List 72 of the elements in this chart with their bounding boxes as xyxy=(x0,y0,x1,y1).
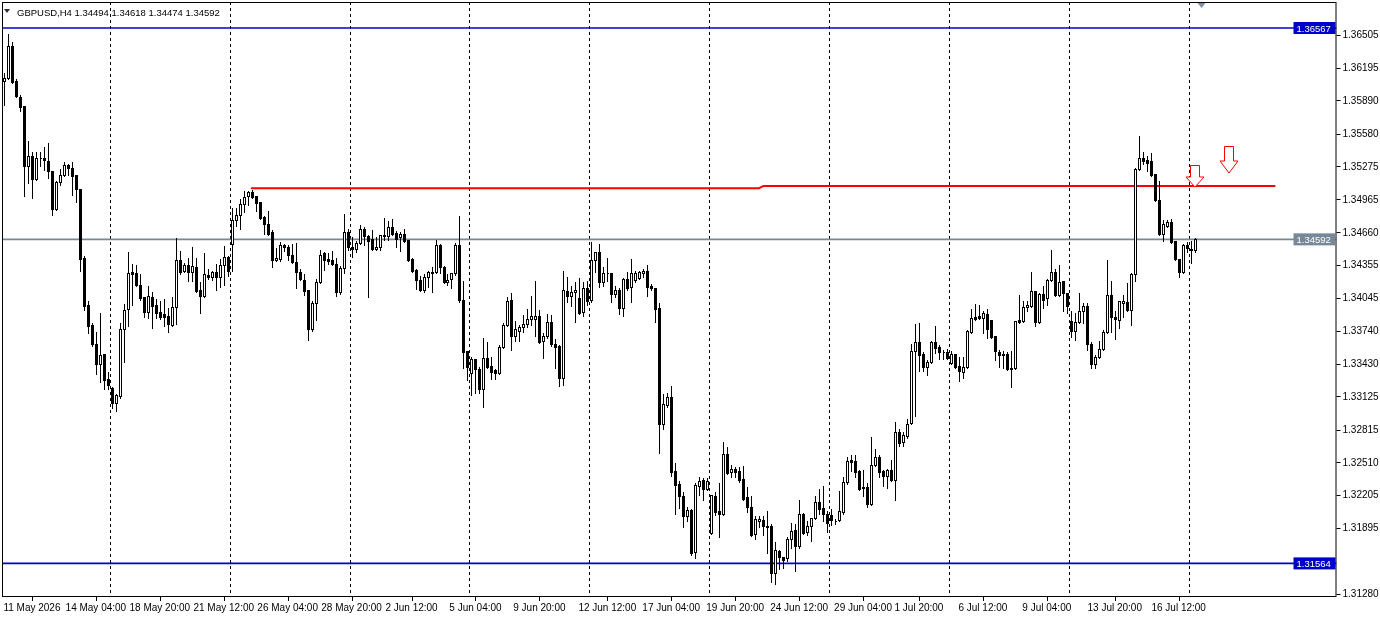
x-tick-label: 28 May 20:00 xyxy=(321,602,383,613)
x-tick-label: 2 Jun 12:00 xyxy=(385,602,439,613)
candlestick xyxy=(646,264,649,297)
x-tick-label: 9 Jun 20:00 xyxy=(513,602,566,613)
ref-line-label: 1.31564 xyxy=(1296,557,1331,569)
candlestick xyxy=(423,273,426,293)
candlestick xyxy=(578,277,581,315)
candlestick xyxy=(574,281,577,323)
y-tick-label: 1.35890 xyxy=(1342,94,1380,106)
candlestick xyxy=(175,237,178,325)
y-tick-label: 1.34355 xyxy=(1342,259,1380,271)
y-tick-label: 1.33740 xyxy=(1342,325,1380,337)
x-tick-label: 16 Jul 12:00 xyxy=(1151,602,1207,613)
candlestick xyxy=(43,146,46,171)
chart-title: GBPUSD,H4 1.34494 1.34618 1.34474 1.34592 xyxy=(17,6,220,18)
y-tick-label: 1.31895 xyxy=(1342,522,1380,534)
x-tick-label: 24 Jun 12:00 xyxy=(770,602,829,613)
candlestick xyxy=(998,349,1001,368)
x-tick-label: 13 Jul 20:00 xyxy=(1087,602,1143,613)
candlestick xyxy=(482,337,485,408)
y-tick-label: 1.35580 xyxy=(1342,128,1380,140)
candlestick xyxy=(279,241,282,262)
y-tick-label: 1.31280 xyxy=(1342,588,1380,600)
candlestick xyxy=(958,356,961,382)
x-tick-label: 21 May 12:00 xyxy=(193,602,255,613)
y-tick-label: 1.34045 xyxy=(1342,292,1380,304)
y-tick-label: 1.32510 xyxy=(1342,456,1380,468)
candlestick xyxy=(562,270,565,386)
candlestick xyxy=(638,270,641,280)
x-tick-label: 9 Jul 04:00 xyxy=(1022,602,1072,613)
x-tick-label: 12 Jun 12:00 xyxy=(578,602,637,613)
candlestick xyxy=(702,477,705,501)
x-tick-label: 5 Jun 04:00 xyxy=(449,602,503,613)
ref-line-label: 1.36567 xyxy=(1296,22,1331,34)
candlestick xyxy=(399,231,402,252)
x-tick-label: 19 Jun 20:00 xyxy=(706,602,765,613)
x-tick-label: 11 May 2026 xyxy=(3,602,61,613)
candlestick xyxy=(247,190,250,206)
y-tick-label: 1.36505 xyxy=(1342,29,1380,41)
ref-line-label: 1.34592 xyxy=(1296,233,1331,245)
candlestick xyxy=(223,245,226,286)
candlestick xyxy=(474,358,477,394)
candlestick xyxy=(630,258,633,303)
candlestick xyxy=(582,281,585,317)
candlestick xyxy=(287,244,290,261)
candlestick xyxy=(870,436,873,506)
candlestick xyxy=(127,251,130,327)
candlestick xyxy=(510,292,513,351)
x-tick-label: 14 May 04:00 xyxy=(65,602,127,613)
candlestick xyxy=(598,243,601,288)
x-tick-label: 17 Jun 04:00 xyxy=(642,602,701,613)
candlestick xyxy=(387,220,390,241)
y-tick-label: 1.34660 xyxy=(1342,226,1380,238)
candlestick xyxy=(1002,350,1005,369)
y-tick-label: 1.32205 xyxy=(1342,489,1380,501)
y-tick-label: 1.33430 xyxy=(1342,358,1380,370)
candlestick xyxy=(39,151,42,167)
y-tick-label: 1.35275 xyxy=(1342,160,1380,172)
y-tick-label: 1.32815 xyxy=(1342,424,1380,436)
candlestick xyxy=(986,308,989,339)
x-tick-label: 26 May 04:00 xyxy=(257,602,319,613)
x-tick-label: 18 May 20:00 xyxy=(129,602,191,613)
x-tick-label: 1 Jul 20:00 xyxy=(894,602,944,613)
x-tick-label: 29 Jun 04:00 xyxy=(834,602,893,613)
candlestick xyxy=(1182,243,1185,274)
y-tick-label: 1.36195 xyxy=(1342,62,1380,74)
candlestick xyxy=(894,421,897,501)
x-tick-label: 6 Jul 12:00 xyxy=(958,602,1008,613)
y-tick-label: 1.34965 xyxy=(1342,193,1380,205)
y-tick-label: 1.33125 xyxy=(1342,390,1380,402)
candlestick xyxy=(295,242,298,289)
candlestick xyxy=(215,263,218,291)
